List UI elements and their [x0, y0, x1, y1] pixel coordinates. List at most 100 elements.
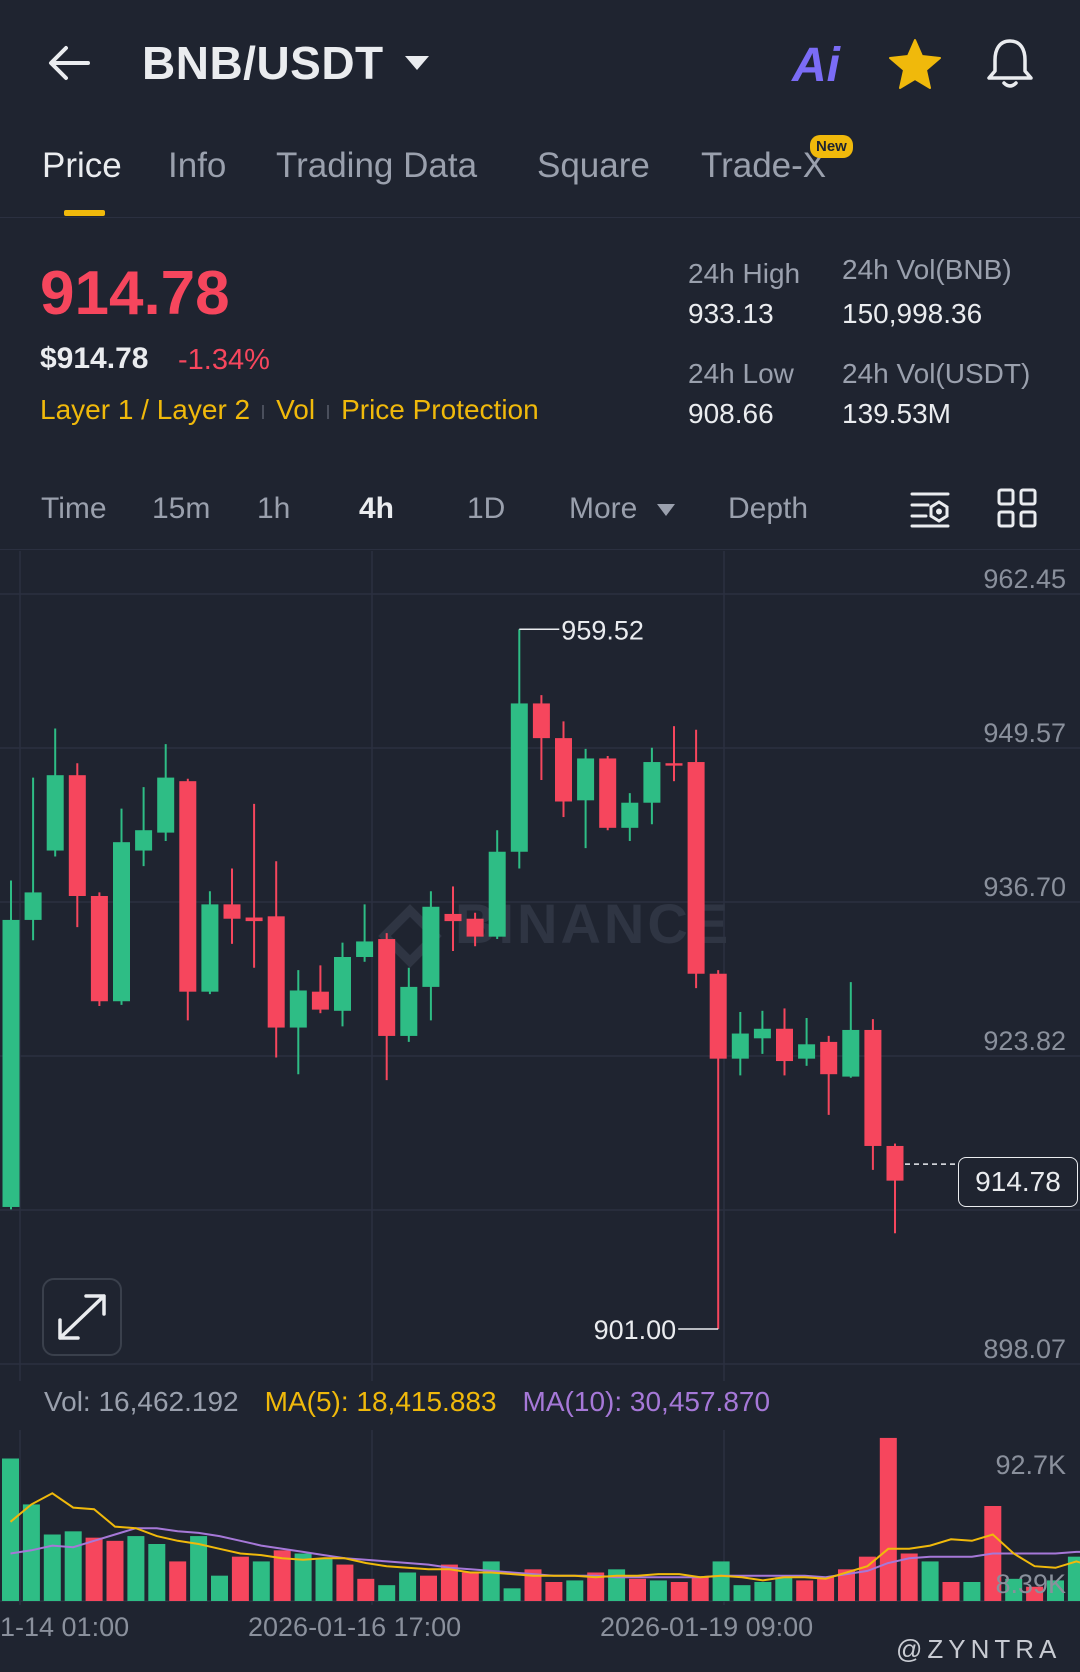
tab-info[interactable]: Info	[168, 146, 227, 185]
volume-bar	[1047, 1580, 1064, 1601]
interval-depth[interactable]: Depth	[728, 492, 809, 525]
candle-up	[356, 941, 374, 957]
y-tick-label: 923.82	[983, 1026, 1066, 1056]
candle-down	[90, 895, 108, 1002]
candle-up	[643, 762, 661, 803]
high-label: 24h High	[688, 258, 801, 289]
volume-bar	[649, 1580, 667, 1601]
candle-up	[842, 1029, 860, 1077]
indicator-settings-icon[interactable]	[910, 488, 952, 530]
candle-down	[599, 758, 617, 828]
candle-up	[157, 777, 175, 833]
candle-up	[400, 986, 418, 1036]
candle-up	[46, 775, 64, 851]
vol-quote-label: 24h Vol(USDT)	[842, 358, 1031, 389]
volume-bar	[22, 1504, 40, 1601]
volume-bar	[148, 1544, 166, 1601]
candles	[2, 629, 904, 1329]
tag-price-protection[interactable]: Price Protection	[341, 394, 539, 425]
bell-icon[interactable]	[985, 36, 1035, 90]
ai-assistant-button[interactable]: Ai	[792, 39, 840, 92]
volume-bar	[566, 1580, 584, 1601]
candle-down	[665, 763, 683, 766]
price-change-percent: -1.34%	[178, 344, 270, 376]
volume-bar	[503, 1588, 521, 1601]
tab-price[interactable]: Price	[42, 146, 122, 185]
candle-down	[864, 1029, 882, 1146]
main-tabs: Price Info Trading Data Square Trade-X	[0, 128, 1080, 218]
interval-1d[interactable]: 1D	[467, 492, 506, 525]
interval-15m[interactable]: 15m	[152, 492, 211, 525]
interval-more[interactable]: More	[569, 492, 638, 525]
volume-tick-label: 8.39K	[995, 1569, 1066, 1599]
candle-up	[2, 919, 20, 1207]
candle-up	[24, 892, 42, 920]
favorite-star-icon[interactable]	[888, 38, 942, 90]
chart-grid	[0, 551, 1080, 1381]
chart-annotations: 959.52 901.00	[519, 615, 958, 1345]
volume-ma-lines	[9, 1492, 1080, 1582]
tab-trading-data[interactable]: Trading Data	[276, 146, 478, 185]
volume-bar	[796, 1580, 814, 1601]
tag-vol[interactable]: Vol	[276, 394, 316, 425]
volume-bar	[942, 1582, 960, 1601]
candle-up	[488, 851, 506, 937]
candle-up	[731, 1033, 749, 1059]
volume-bar	[315, 1558, 333, 1601]
volume-axis: 92.7K 8.39K	[995, 1450, 1066, 1599]
candle-up	[510, 703, 528, 852]
x-axis-label: 2026-01-19 09:00	[600, 1612, 814, 1642]
zyntra-watermark: @ZYNTRA	[896, 1634, 1062, 1664]
volume-bar	[273, 1550, 291, 1601]
more-caret-icon[interactable]	[656, 503, 676, 517]
high-value: 933.13	[688, 298, 774, 329]
volume-bar	[211, 1575, 228, 1601]
candle-up	[422, 906, 440, 987]
volume-chart[interactable]: 92.7K 8.39K	[0, 1430, 1080, 1605]
volume-tick-label: 92.7K	[995, 1450, 1066, 1480]
interval-time[interactable]: Time	[41, 492, 107, 525]
candle-up	[753, 1028, 771, 1039]
candle-down	[709, 973, 727, 1059]
volume-bar	[879, 1437, 897, 1601]
layout-grid-icon[interactable]	[997, 488, 1037, 528]
fullscreen-button[interactable]	[42, 1278, 122, 1356]
candle-up	[289, 990, 307, 1028]
volume-ma10: MA(10): 30,457.870	[522, 1386, 771, 1417]
tab-square[interactable]: Square	[537, 146, 650, 185]
interval-1h[interactable]: 1h	[257, 492, 291, 525]
volume-ma5: MA(5): 18,415.883	[264, 1386, 497, 1417]
tag-layer[interactable]: Layer 1 / Layer 2	[40, 394, 251, 425]
volume-bar	[775, 1577, 793, 1601]
pair-title[interactable]: BNB/USDT	[142, 37, 384, 89]
volume-bar	[378, 1585, 396, 1601]
caret-down-icon[interactable]	[404, 54, 430, 72]
candle-down	[311, 991, 329, 1010]
volume-bar	[64, 1531, 82, 1601]
candlestick-chart[interactable]: BINANCE 962.45949.57936.70923.82910.9589…	[0, 551, 1080, 1381]
candle-up	[577, 758, 595, 801]
vol-quote-value: 139.53M	[842, 398, 951, 429]
candle-down	[687, 762, 705, 974]
volume-bar	[858, 1556, 876, 1601]
tag-row: Layer 1 / Layer 2 Vol Price Protection	[40, 394, 539, 426]
volume-bar	[252, 1561, 270, 1601]
volume-bar	[190, 1536, 208, 1601]
candle-down	[776, 1028, 793, 1062]
vol-base-label: 24h Vol(BNB)	[842, 254, 1012, 285]
x-axis-label: 1-14 01:00	[0, 1612, 130, 1642]
volume-bar	[420, 1575, 437, 1601]
volume-bar	[336, 1564, 354, 1601]
current-price-label: 914.78	[958, 1157, 1078, 1207]
volume-bar	[1005, 1578, 1023, 1601]
candle-down	[179, 781, 197, 992]
min-price-label: 901.00	[594, 1315, 677, 1345]
interval-4h[interactable]: 4h	[359, 492, 395, 525]
volume-bar	[712, 1561, 730, 1601]
back-arrow-icon[interactable]	[44, 38, 94, 88]
tab-trade-x[interactable]: Trade-X	[701, 146, 827, 185]
candle-down	[886, 1145, 904, 1181]
expand-icon	[58, 1294, 106, 1340]
volume-bar	[733, 1585, 751, 1601]
